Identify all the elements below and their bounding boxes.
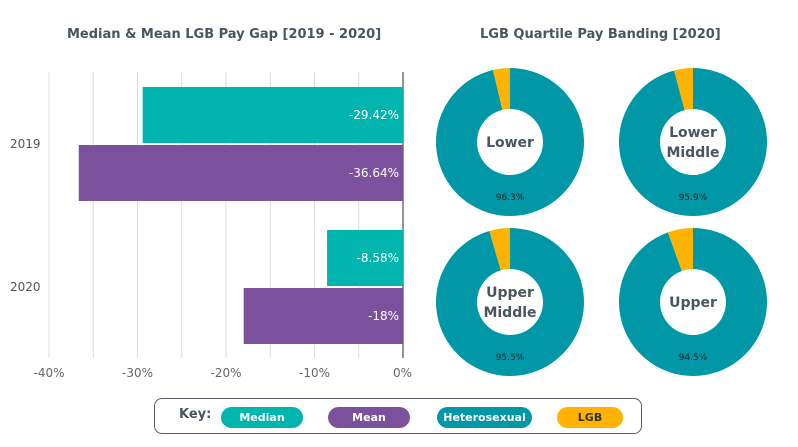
category-label: 2019	[10, 137, 41, 151]
donut-value-label: 96.3%	[496, 193, 525, 203]
slice-heterosexual	[619, 228, 767, 376]
legend-key: Key: Median Mean Heterosexual LGB	[154, 398, 642, 434]
bar-mean-2020	[243, 288, 403, 344]
legend-item-median: Median	[221, 407, 303, 428]
donut-center-label: Lower	[669, 125, 717, 141]
bar-data-label: -8.58%	[357, 251, 399, 265]
legend-item-heterosexual: Heterosexual	[437, 407, 532, 428]
bar-data-label: -18%	[368, 309, 399, 323]
quartile-donut-charts: Lower 96.3% Lower Middle 95.9% Upper Middle 95.…	[435, 68, 767, 376]
donut-lower: Lower 96.3%	[436, 68, 584, 216]
bar-data-label: -36.64%	[349, 166, 399, 180]
legend-label: LGB	[577, 411, 603, 424]
slice-lgb	[667, 228, 693, 271]
x-tick-label: -10%	[299, 366, 330, 380]
slice-heterosexual	[435, 228, 584, 376]
donut-center-label: Upper	[669, 295, 717, 311]
legend-item-lgb: LGB	[557, 407, 623, 428]
donut-value-label: 94.5%	[679, 353, 708, 363]
category-label: 2020	[10, 280, 41, 294]
bar-mean-2019	[78, 145, 404, 201]
donut-center-label: Lower	[486, 135, 534, 151]
slice-lgb	[492, 68, 510, 110]
slice-heterosexual	[436, 68, 584, 216]
donut-value-label: 95.9%	[679, 193, 708, 203]
x-tick-label: -30%	[122, 366, 153, 380]
donut-upper: Upper 94.5%	[619, 228, 767, 376]
donut-center-label: Middle	[666, 145, 719, 161]
bar-data-label: -29.42%	[349, 108, 399, 122]
slice-heterosexual	[619, 68, 767, 216]
legend-item-mean: Mean	[328, 407, 410, 428]
bar-median-2019	[142, 87, 403, 143]
legend-label: Heterosexual	[443, 411, 526, 424]
donut-lower-middle: Lower Middle 95.9%	[619, 68, 767, 216]
donut-upper-middle: Upper Middle 95.5%	[435, 228, 584, 376]
bar-median-2020	[327, 230, 403, 286]
bar-chart-title: Median & Mean LGB Pay Gap [2019 - 2020]	[67, 27, 382, 42]
pay-gap-bar-chart: 2019 -29.42% -36.64% 2020 -8.58% -18% -40% -30%…	[10, 72, 412, 380]
key-label: Key:	[179, 407, 212, 422]
x-tick-label: -40%	[33, 366, 64, 380]
legend-label: Mean	[352, 411, 386, 424]
donut-chart-title: LGB Quartile Pay Banding [2020]	[480, 27, 721, 42]
donut-center-label: Upper	[486, 285, 534, 301]
x-tick-label: 0%	[393, 366, 412, 380]
slice-lgb	[489, 228, 510, 271]
legend-label: Median	[239, 411, 285, 424]
slice-lgb	[674, 68, 693, 111]
x-tick-label: -20%	[210, 366, 241, 380]
donut-value-label: 95.5%	[496, 353, 525, 363]
donut-center-label: Middle	[483, 305, 536, 321]
